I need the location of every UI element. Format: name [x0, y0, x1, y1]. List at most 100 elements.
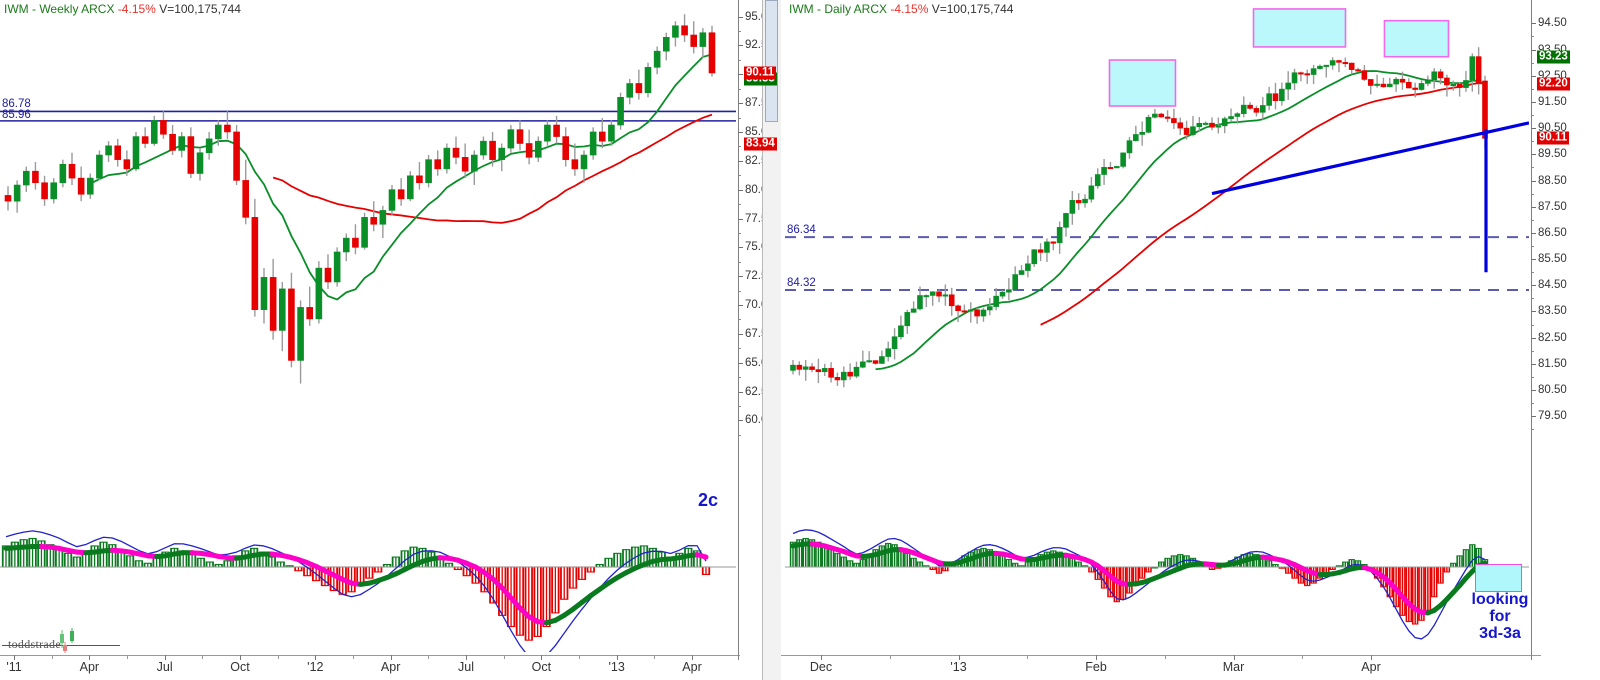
axis-minor-tick	[1531, 62, 1534, 64]
daily-price-plot[interactable]	[785, 0, 1529, 436]
xaxis-minor-tick	[202, 655, 204, 659]
xaxis-minor-tick	[1302, 655, 1304, 659]
weekly-hline-label-1: 85.96	[2, 108, 31, 121]
xaxis-minor-tick	[1027, 655, 1029, 659]
axis-minor-tick	[1531, 429, 1534, 431]
axis-tick	[738, 333, 743, 335]
xaxis-label: Dec	[809, 660, 833, 674]
axis-tick	[738, 276, 743, 278]
axis-minor-tick	[738, 348, 741, 350]
axis-minor-tick	[738, 175, 741, 177]
divider-thumb[interactable]	[765, 0, 778, 122]
axis-minor-tick	[738, 146, 741, 148]
axis-tick	[738, 131, 743, 133]
axis-minor-tick	[738, 261, 741, 263]
xaxis-tick	[1371, 655, 1372, 660]
axis-minor-tick	[1531, 88, 1534, 90]
axis-tick	[738, 420, 743, 422]
axis-tick	[1531, 23, 1536, 25]
xaxis-tick	[164, 655, 166, 660]
axis-tick-label: 82.50	[1538, 331, 1567, 344]
axis-tick	[1531, 206, 1536, 208]
price-tag-92-20: 92.20	[1537, 77, 1570, 91]
axis-tick	[738, 103, 743, 105]
xaxis-label: Apr	[682, 660, 702, 674]
xaxis-tick	[692, 655, 693, 660]
axis-minor-tick	[738, 117, 741, 119]
axis-tick	[738, 74, 743, 76]
axis-tick	[738, 160, 743, 162]
axis-tick	[1531, 101, 1536, 103]
xaxis-minor-tick	[353, 655, 354, 659]
weekly-xaxis-line	[0, 655, 740, 656]
weekly-price-plot[interactable]	[0, 0, 736, 436]
axis-minor-tick	[1531, 376, 1534, 378]
xaxis-tick	[1233, 655, 1235, 660]
xaxis-tick	[14, 655, 15, 660]
axis-spine	[1531, 0, 1532, 660]
axis-minor-tick	[1531, 350, 1534, 352]
weekly-chart-pane: IWM - Weekly ARCX -4.15% V=100,175,744 8…	[0, 0, 777, 680]
axis-tick-label: 80.50	[1538, 384, 1567, 397]
xaxis-minor-tick	[1164, 655, 1166, 659]
xaxis-tick	[958, 655, 960, 660]
axis-minor-tick	[738, 434, 741, 436]
xaxis-minor-tick	[654, 655, 656, 659]
axis-tick	[738, 305, 743, 307]
daily-percent-change: -4.15%	[890, 2, 929, 16]
xaxis-tick	[1096, 655, 1097, 660]
xaxis-tick	[390, 655, 392, 660]
xaxis-label: '13	[608, 660, 625, 674]
xaxis-tick	[315, 655, 317, 660]
axis-tick	[738, 247, 743, 249]
xaxis-label: Apr	[380, 660, 401, 674]
axis-minor-tick	[1531, 36, 1534, 38]
xaxis-minor-tick	[889, 655, 891, 659]
xaxis-label: Apr	[1361, 660, 1381, 674]
axis-tick	[1531, 75, 1536, 77]
weekly-macd-plot[interactable]	[0, 437, 736, 652]
weekly-hline-label-0: 86.78	[2, 98, 31, 111]
xaxis-label: '12	[307, 660, 324, 674]
xaxis-label: Feb	[1085, 660, 1107, 674]
axis-minor-tick	[1531, 272, 1534, 274]
daily-chart-header: IWM - Daily ARCX -4.15% V=100,175,744	[789, 2, 1013, 16]
xaxis-minor-tick	[428, 655, 430, 659]
daily-dashline-label-1: 84.32	[787, 277, 816, 290]
price-tag-90-11: 90.11	[1537, 131, 1570, 145]
axis-minor-tick	[738, 406, 741, 408]
axis-tick-label: 85.50	[1538, 253, 1567, 266]
price-tag-83-94: 83.94	[744, 137, 777, 151]
xaxis-tick	[240, 655, 241, 660]
axis-minor-tick	[1531, 193, 1534, 195]
axis-tick-label: 94.50	[1538, 17, 1567, 30]
xaxis-tick	[821, 655, 822, 660]
daily-xaxis-line	[781, 655, 1541, 656]
daily-macd-plot[interactable]	[785, 437, 1529, 652]
daily-dashline-label-0: 86.34	[787, 224, 816, 237]
axis-tick-label: 81.50	[1538, 357, 1567, 370]
xaxis-label: '13	[950, 660, 967, 674]
price-tag-90-11: 90.11	[744, 66, 777, 80]
xaxis-label: Mar	[1222, 660, 1245, 674]
xaxis-minor-tick	[51, 655, 53, 659]
axis-tick	[1531, 390, 1536, 392]
daily-volume-label: V=100,175,744	[931, 2, 1014, 16]
daily-macd-highlight-box	[1475, 564, 1522, 592]
xaxis-label: '11	[6, 660, 22, 674]
price-tag-93-23: 93.23	[1537, 50, 1570, 64]
xaxis-label: Oct	[230, 660, 250, 674]
watermark-candles-icon	[60, 628, 74, 653]
axis-minor-tick	[1531, 246, 1534, 247]
xaxis-label: Jul	[458, 660, 474, 674]
daily-macd-annotation: looking for 3d-3a	[1469, 591, 1531, 642]
annotation-line-1: looking	[1471, 591, 1529, 608]
axis-minor-tick	[738, 30, 741, 32]
axis-minor-tick	[1531, 115, 1534, 117]
axis-tick	[1531, 311, 1536, 313]
axis-minor-tick	[738, 319, 741, 321]
axis-minor-tick	[1531, 141, 1534, 143]
axis-tick	[738, 189, 743, 191]
axis-tick	[738, 218, 743, 220]
pane-divider[interactable]	[762, 0, 782, 680]
